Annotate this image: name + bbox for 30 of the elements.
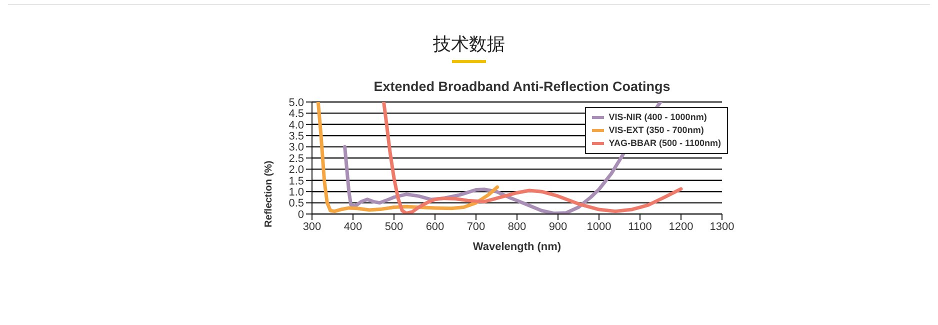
legend-label: YAG-BBAR (500 - 1100nm) [608, 137, 721, 150]
chart-subtitle: Extended Broadband Anti-Reflection Coatings [372, 79, 672, 96]
y-tick-label: 4.0 [288, 119, 304, 132]
y-tick-label: 3.0 [288, 142, 304, 154]
x-tick-label: 1200 [668, 220, 694, 233]
x-tick-label: 500 [384, 220, 404, 233]
x-tick-label: 300 [302, 220, 322, 233]
x-tick-label: 400 [344, 220, 362, 233]
y-tick-label: 0.5 [288, 198, 304, 210]
chart-title: 技术数据 [433, 33, 505, 56]
y-tick-label: 1.0 [288, 186, 304, 199]
legend-label: VIS-EXT (350 - 700nm) [608, 124, 704, 137]
y-tick-label: 2.0 [288, 164, 304, 176]
x-tick-label: 1100 [628, 220, 652, 233]
y-tick-label: 5.0 [288, 96, 304, 109]
y-tick-label: 4.5 [288, 108, 304, 120]
x-tick-label: 800 [508, 220, 526, 233]
y-tick-label: 0 [298, 208, 304, 221]
y-tick-label: 2.5 [288, 152, 304, 165]
y-axis-title: Reflection (%) [264, 160, 275, 228]
y-tick-label: 3.5 [288, 130, 304, 143]
x-tick-label: 700 [466, 220, 486, 233]
x-tick-label: 1300 [710, 220, 734, 233]
legend-label: VIS-NIR (400 - 1000nm) [608, 111, 707, 124]
x-tick-label: 1000 [586, 220, 612, 233]
line-series [316, 102, 500, 214]
y-tick-label: 1.5 [288, 175, 304, 188]
x-tick-label: 900 [548, 220, 568, 233]
x-axis-title: Wavelength (nm) [472, 241, 562, 253]
x-tick-label: 600 [426, 220, 444, 233]
